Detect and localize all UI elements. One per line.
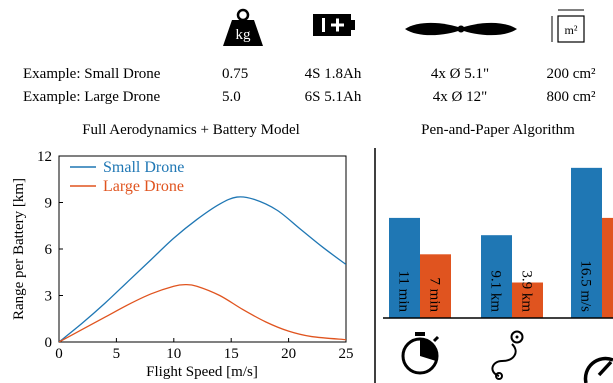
- bar-large-drone-range: [512, 282, 543, 318]
- row-large-props: 4x Ø 12": [433, 89, 487, 105]
- weight-icon-label: kg: [236, 27, 252, 43]
- speedometer-icon: [583, 356, 613, 383]
- y-tick-label: 6: [45, 242, 53, 258]
- x-tick-label: 5: [113, 346, 121, 362]
- row-small-props: 4x Ø 5.1": [431, 66, 489, 82]
- bar-large-drone-speed: [602, 217, 613, 318]
- stopwatch-icon: [401, 332, 440, 375]
- battery-icon: [313, 14, 355, 36]
- bar-small-drone-speed: [571, 167, 602, 318]
- row-small-label: Example: Small Drone: [23, 66, 161, 82]
- bar-value-label: 11 min: [396, 270, 412, 312]
- right-chart-title: Pen-and-Paper Algorithm: [421, 122, 575, 138]
- y-tick-label: 3: [45, 289, 53, 305]
- bar-small-drone-flight-time: [389, 217, 420, 318]
- legend-label-large-drone: Large Drone: [103, 178, 184, 195]
- legend-label-small-drone: Small Drone: [103, 159, 184, 176]
- row-large-battery: 6S 5.1Ah: [305, 89, 362, 105]
- bar-large-drone-flight-time: [420, 254, 451, 318]
- row-small-area: 200 cm²: [546, 66, 596, 82]
- bar-value-label: 9.1 km: [488, 270, 504, 312]
- series-line-large-drone: [59, 283, 346, 342]
- row-large-mass: 5.0: [222, 89, 241, 105]
- bar-value-label: 7 min: [427, 277, 443, 312]
- y-tick-label: 12: [37, 149, 52, 165]
- route-icon: [491, 330, 524, 380]
- row-large-label: Example: Large Drone: [23, 89, 161, 105]
- x-tick-label: 25: [339, 346, 354, 362]
- y-axis-label: Range per Battery [km]: [11, 178, 27, 320]
- bar-value-label: 3.9 km: [519, 270, 535, 312]
- bar-small-drone-range: [481, 235, 512, 318]
- x-tick-label: 20: [281, 346, 296, 362]
- series-line-small-drone: [59, 196, 346, 342]
- y-tick-label: 9: [45, 196, 53, 212]
- row-small-mass: 0.75: [222, 66, 248, 82]
- weight-icon: kg: [223, 8, 263, 46]
- row-small-battery: 4S 1.8Ah: [305, 66, 362, 82]
- bar-value-label: 16.5 m/s: [578, 260, 594, 312]
- x-tick-label: 15: [224, 346, 239, 362]
- x-axis-label: Flight Speed [m/s]: [146, 364, 258, 380]
- propeller-icon: [405, 22, 517, 36]
- y-tick-label: 0: [45, 335, 53, 351]
- row-large-area: 800 cm²: [546, 89, 596, 105]
- x-tick-label: 10: [166, 346, 181, 362]
- area-icon: m²: [551, 9, 585, 43]
- left-chart-title: Full Aerodynamics + Battery Model: [82, 122, 300, 138]
- area-icon-label: m²: [565, 23, 578, 37]
- x-tick-label: 0: [55, 346, 63, 362]
